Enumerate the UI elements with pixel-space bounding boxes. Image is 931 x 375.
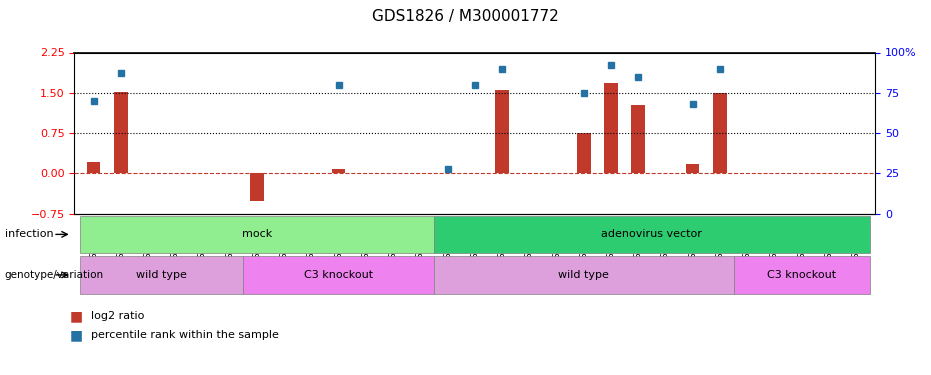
Text: percentile rank within the sample: percentile rank within the sample <box>91 330 279 340</box>
Bar <box>577 133 590 173</box>
Bar <box>331 169 345 173</box>
Text: log2 ratio: log2 ratio <box>91 311 144 321</box>
Text: GDS1826 / M300001772: GDS1826 / M300001772 <box>372 9 559 24</box>
Text: wild type: wild type <box>559 270 609 280</box>
Bar <box>604 83 618 173</box>
Text: mock: mock <box>242 230 272 239</box>
Text: C3 knockout: C3 knockout <box>304 270 373 280</box>
Bar <box>631 105 645 173</box>
Bar <box>686 164 699 173</box>
Bar <box>495 90 509 173</box>
Text: C3 knockout: C3 knockout <box>767 270 836 280</box>
Bar <box>713 93 727 173</box>
Text: genotype/variation: genotype/variation <box>5 270 103 280</box>
Bar <box>250 173 263 201</box>
Text: ■: ■ <box>70 309 83 323</box>
Text: wild type: wild type <box>136 270 187 280</box>
Text: infection: infection <box>5 230 53 239</box>
Text: ■: ■ <box>70 328 83 342</box>
Text: adenovirus vector: adenovirus vector <box>601 230 702 239</box>
Bar <box>87 162 101 173</box>
Bar <box>114 92 128 173</box>
